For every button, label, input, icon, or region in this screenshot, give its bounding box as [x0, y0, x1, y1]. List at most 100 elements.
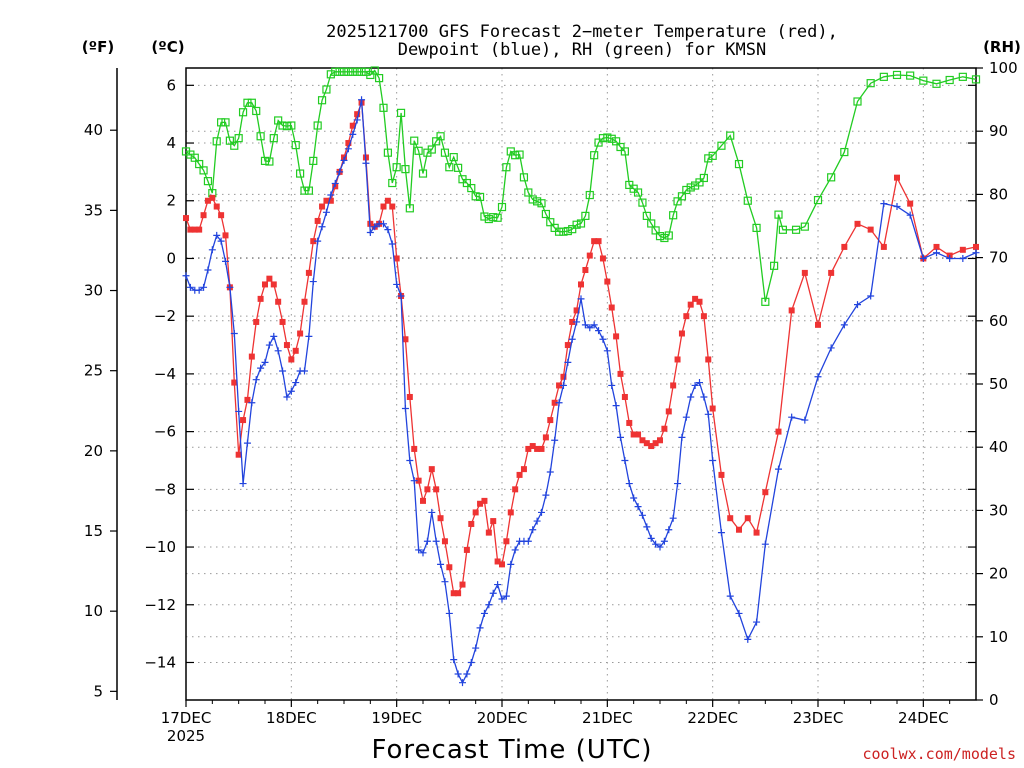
temperature-point	[490, 518, 497, 525]
dewpoint-point	[612, 402, 620, 410]
temperature-point	[244, 396, 251, 403]
dewpoint-point	[287, 387, 295, 395]
dewpoint-point	[696, 379, 703, 387]
rh-point	[726, 131, 735, 140]
rh-point	[541, 209, 550, 219]
rh-point	[695, 178, 704, 187]
temperature-point	[380, 203, 387, 210]
fahrenheit-tick-label: 20	[84, 442, 103, 460]
dewpoint-point	[726, 592, 734, 600]
dewpoint-point	[283, 393, 291, 401]
celsius-tick-label: −4	[154, 365, 176, 383]
temperature-point	[626, 419, 633, 426]
temperature-point	[494, 558, 501, 565]
dewpoint-point	[647, 534, 655, 542]
dewpoint-point	[454, 670, 462, 678]
dewpoint-point	[735, 609, 743, 617]
dewpoint-point	[603, 347, 611, 355]
x-tick-label: 21DEC	[582, 709, 633, 727]
rh-point	[353, 67, 362, 76]
temperature-point	[283, 342, 290, 349]
temperature-point	[191, 226, 198, 233]
dewpoint-point	[621, 456, 629, 464]
dewpoint-point	[213, 231, 221, 239]
rh-tick-label: 70	[989, 249, 1008, 267]
dewpoint-point	[480, 609, 488, 617]
dewpoint-point	[775, 465, 782, 473]
temperature-point	[349, 122, 356, 129]
dewpoint-point	[371, 223, 379, 231]
rh-point	[344, 67, 353, 76]
rh-point	[427, 145, 436, 154]
temperature-point	[275, 298, 282, 305]
rh-point	[827, 173, 836, 182]
rh-point	[576, 219, 586, 228]
rh-point	[633, 188, 643, 197]
rh-point	[265, 157, 274, 166]
dewpoint-point	[182, 272, 190, 280]
rh-point	[761, 297, 770, 306]
dewpoint-point	[617, 433, 624, 441]
rh-point	[269, 134, 278, 143]
temperature-point	[354, 111, 361, 118]
temperature-point	[595, 238, 602, 245]
dewpoint-point	[406, 456, 414, 464]
dewpoint-point	[257, 364, 265, 372]
rh-point	[252, 106, 261, 116]
dewpoint-point	[235, 407, 243, 415]
dewpoint-point	[314, 237, 322, 245]
temperature-point	[815, 321, 821, 328]
rh-tick-label: 30	[989, 501, 1008, 519]
dewpoint-point	[502, 592, 510, 600]
rh-point	[791, 225, 801, 234]
fahrenheit-tick-label: 30	[84, 282, 103, 300]
temperature-point	[314, 217, 321, 224]
rh-point	[383, 148, 392, 157]
dewpoint-point	[674, 480, 682, 488]
temperature-point	[801, 269, 808, 276]
dewpoint-point	[384, 226, 392, 234]
temperature-point	[516, 471, 523, 478]
fahrenheit-axis-label: (ºF)	[82, 38, 114, 56]
temperature-point	[512, 486, 519, 493]
rh-tick-label: 80	[989, 185, 1008, 203]
rh-point	[603, 133, 612, 142]
temperature-point	[542, 434, 549, 441]
x-tick-label: 23DEC	[793, 709, 844, 727]
celsius-tick-label: 4	[166, 134, 176, 152]
temperature-point	[670, 382, 677, 389]
x-tick-label: 18DEC	[266, 709, 317, 727]
temperature-point	[828, 269, 835, 276]
dewpoint-point	[410, 477, 418, 485]
rh-point	[704, 154, 713, 163]
dewpoint-point	[533, 517, 541, 525]
rh-point	[686, 183, 695, 192]
temperature-point	[209, 194, 216, 201]
dewpoint-point	[581, 321, 589, 329]
dewpoint-point	[564, 358, 572, 366]
rh-point	[199, 166, 208, 175]
rh-point	[348, 67, 357, 76]
temperature-point	[420, 497, 426, 504]
rh-point	[647, 219, 656, 228]
temperature-point	[538, 445, 545, 452]
rh-point	[217, 118, 226, 127]
temperature-point	[556, 382, 563, 389]
dewpoint-point	[559, 381, 567, 389]
rh-point	[651, 226, 660, 235]
rh-point	[309, 156, 318, 166]
temperature-point	[248, 353, 255, 360]
dewpoint-point	[919, 254, 927, 262]
rh-point	[234, 134, 243, 143]
dewpoint-point	[419, 549, 427, 557]
rh-point	[405, 204, 414, 213]
temperature-point	[973, 243, 979, 250]
temperature-point	[520, 466, 527, 473]
dewpoint-point	[638, 511, 646, 519]
dewpoint-point	[463, 670, 471, 678]
temperature-point	[345, 140, 352, 147]
fahrenheit-tick-label: 25	[84, 362, 103, 380]
rh-point	[339, 67, 349, 76]
dewpoint-point	[634, 503, 642, 511]
dewpoint-point	[401, 405, 409, 413]
